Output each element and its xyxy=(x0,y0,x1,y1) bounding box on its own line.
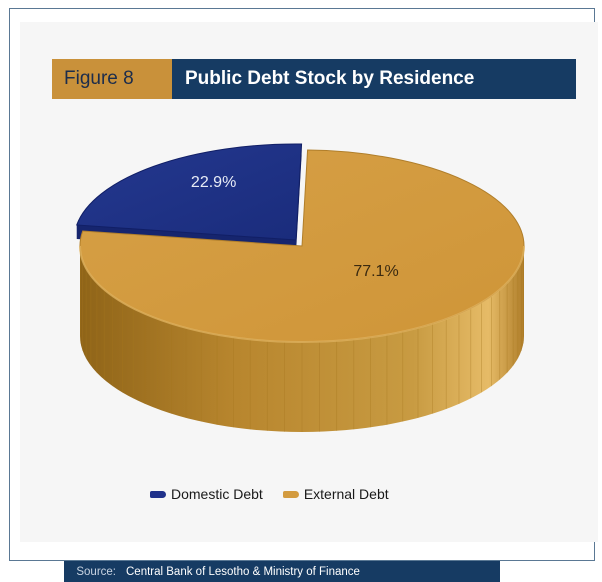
chart-title: Public Debt Stock by Residence xyxy=(172,59,576,99)
legend-item-external: External Debt xyxy=(282,486,389,502)
legend-swatch-external xyxy=(282,490,299,498)
domestic-slice-top xyxy=(76,143,303,241)
legend-swatch-domestic xyxy=(150,490,166,498)
source-text: Central Bank of Lesotho & Ministry of Fi… xyxy=(126,565,360,578)
source-label: Source: xyxy=(76,565,116,578)
source-bar: Source: Central Bank of Lesotho & Minist… xyxy=(64,561,500,582)
legend-label-domestic: Domestic Debt xyxy=(171,486,263,502)
figure-number: Figure 8 xyxy=(52,59,172,99)
external-value-label: 77.1% xyxy=(353,263,398,280)
external-rim xyxy=(79,245,525,343)
legend-label-external: External Debt xyxy=(303,486,389,502)
chart-legend: Domestic Debt External Debt xyxy=(150,483,389,505)
external-slice-side xyxy=(80,246,524,432)
legend-item-domestic: Domestic Debt xyxy=(150,486,263,502)
domestic-value-label: 22.9% xyxy=(191,174,236,191)
